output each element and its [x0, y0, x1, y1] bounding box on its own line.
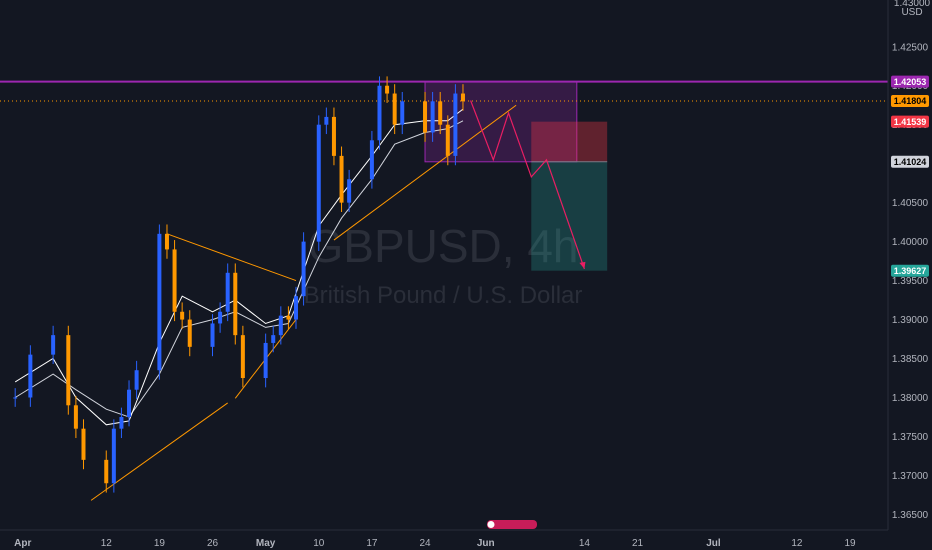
- author-badge[interactable]: [487, 520, 537, 529]
- price-candle: [127, 389, 132, 417]
- price-candle: [51, 335, 56, 355]
- watermark-subtitle: British Pound / U.S. Dollar: [304, 282, 583, 309]
- price-candle: [460, 93, 465, 102]
- price-candle: [347, 179, 352, 203]
- time-tick-label: 19: [844, 538, 856, 549]
- price-candle: [301, 241, 306, 297]
- price-tag: [891, 115, 929, 128]
- stop-loss-zone: [531, 121, 608, 162]
- price-tag: [891, 155, 929, 168]
- price-candle: [423, 101, 428, 133]
- author-badge-bg: [487, 520, 537, 529]
- price-candle: [294, 296, 298, 320]
- price-candle: [28, 354, 33, 398]
- time-tick-label: 26: [207, 538, 219, 549]
- price-candle: [400, 101, 405, 125]
- price-tick-label: 1.40500: [892, 198, 929, 209]
- price-tick-label: 1.37000: [892, 471, 929, 482]
- price-candle: [438, 101, 443, 125]
- price-candle: [369, 140, 374, 180]
- price-tick-label: 1.38500: [892, 354, 929, 365]
- chart-drawings: [0, 80, 888, 501]
- projection-path: [470, 100, 585, 270]
- time-tick-label: 19: [154, 538, 166, 549]
- price-candle: [210, 323, 215, 347]
- time-tick-label: Apr: [14, 538, 31, 549]
- time-tick-label: 12: [101, 538, 113, 549]
- price-candle: [13, 397, 18, 399]
- time-tick-label: May: [256, 538, 276, 549]
- price-candle: [324, 116, 329, 125]
- time-tick-label: 12: [791, 538, 803, 549]
- time-axis[interactable]: Apr 12 19 26 May 10 17 24 Jun 14 21 Jul 12 19: [14, 538, 856, 549]
- price-tick-label: 1.39000: [892, 315, 929, 326]
- price-candle: [187, 319, 192, 347]
- price-candle: [66, 335, 71, 406]
- price-tag-label: 1.39627: [894, 266, 927, 276]
- price-candle: [119, 416, 124, 429]
- time-tick-label: 24: [419, 538, 431, 549]
- price-candle: [157, 233, 162, 371]
- trendline-3: [166, 233, 297, 282]
- price-axis-unit: USD: [901, 7, 922, 18]
- price-candle: [104, 459, 109, 484]
- price-candle: [286, 315, 291, 320]
- price-axis-top-label: 1.43000: [894, 0, 931, 9]
- price-tag: [891, 264, 929, 277]
- author-avatar-icon: [487, 521, 495, 528]
- trendline-4: [333, 104, 517, 241]
- price-tag-label: 1.41024: [894, 157, 927, 167]
- moving-average-fast: [14, 108, 464, 426]
- price-candle: [111, 428, 116, 484]
- price-candle: [385, 85, 390, 94]
- price-candle: [180, 311, 185, 320]
- price-candle: [73, 405, 78, 429]
- price-candle: [225, 272, 230, 312]
- price-candle: [278, 315, 283, 336]
- price-tick-label: 1.37500: [892, 432, 929, 443]
- price-tick-label: 1.40000: [892, 237, 929, 248]
- price-candle: [240, 335, 245, 379]
- price-candle: [233, 272, 238, 336]
- consolidation-box: [424, 81, 578, 163]
- price-tag-label: 1.41804: [894, 96, 927, 106]
- price-candle: [453, 93, 458, 156]
- price-candle: [271, 335, 276, 343]
- price-tag: [891, 75, 929, 88]
- price-tag-label: 1.42053: [894, 77, 927, 87]
- time-tick-label: Jul: [706, 538, 721, 549]
- time-tick-label: 21: [632, 538, 644, 549]
- time-tick-label: 17: [366, 538, 378, 549]
- price-tag-label: 1.41539: [894, 117, 927, 127]
- price-tick-label: 1.39500: [892, 276, 929, 287]
- time-tick-label: Jun: [477, 538, 495, 549]
- price-candle: [263, 342, 268, 379]
- take-profit-zone: [531, 161, 608, 271]
- price-series: [13, 76, 465, 493]
- price-candle: [218, 311, 223, 324]
- price-tick-label: 1.42500: [892, 42, 929, 53]
- price-candle: [164, 233, 169, 250]
- watermark-title: GBPUSD, 4h: [308, 220, 579, 272]
- price-candle: [316, 124, 321, 242]
- price-candle: [445, 124, 450, 156]
- price-candle: [134, 370, 139, 390]
- price-candle: [430, 101, 435, 133]
- price-tick-label: 1.38000: [892, 393, 929, 404]
- price-candle: [81, 428, 86, 460]
- time-tick-label: 10: [313, 538, 325, 549]
- price-candle: [172, 249, 177, 312]
- moving-average-slow: [14, 120, 464, 418]
- projection-arrow-icon: [579, 261, 586, 269]
- price-candle: [392, 93, 397, 125]
- price-tick-label: 1.36500: [892, 510, 929, 521]
- price-candle: [339, 155, 344, 203]
- price-tag: [891, 95, 929, 108]
- time-tick-label: 14: [579, 538, 591, 549]
- price-tags: 1.42053 1.41804 1.41539 1.41024 1.39627: [891, 75, 929, 277]
- price-candle: [377, 85, 382, 141]
- price-candle: [331, 116, 336, 156]
